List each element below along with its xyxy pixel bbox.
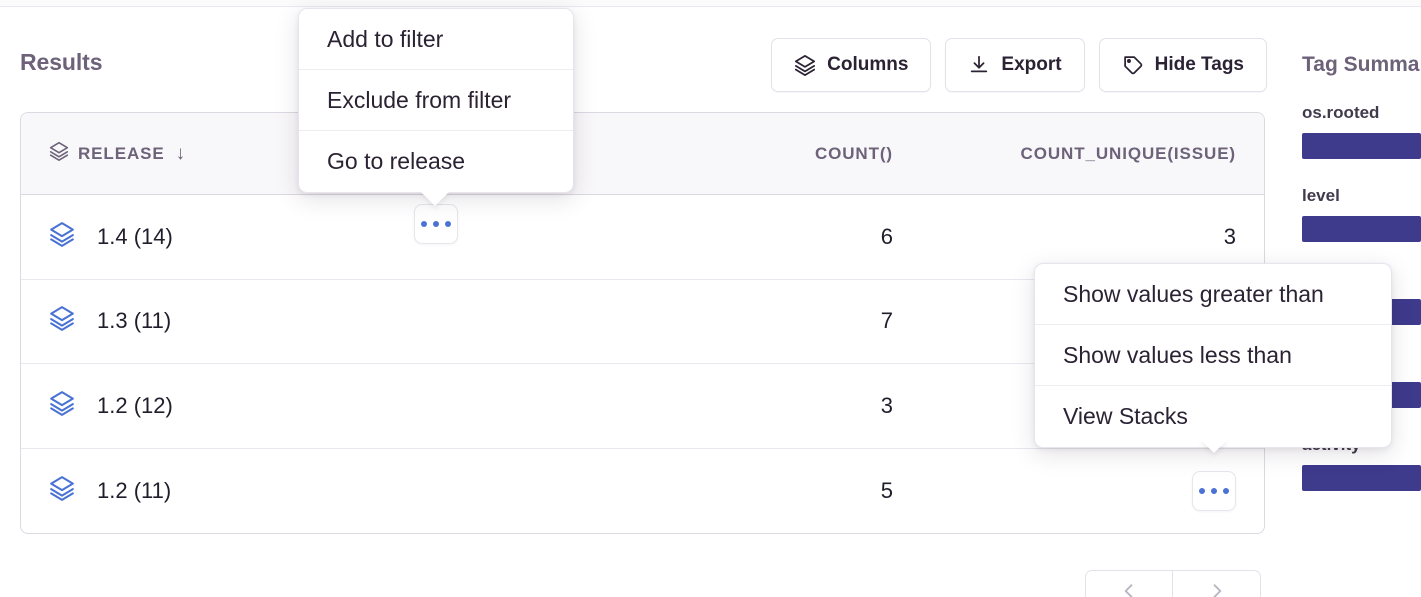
ellipsis-dot <box>1199 487 1205 494</box>
menu-item-add-to-filter[interactable]: Add to filter <box>299 9 573 70</box>
columns-button-label: Columns <box>827 54 909 75</box>
tag-summary-item[interactable]: os.rooted <box>1302 103 1421 159</box>
ellipsis-dot <box>421 221 427 227</box>
ellipsis-dot <box>433 221 439 227</box>
table-row[interactable]: 1.4 (14) 6 3 <box>21 195 1264 280</box>
ellipsis-dot <box>1211 487 1217 494</box>
top-divider <box>0 0 1421 7</box>
cell-release: 1.2 (12) <box>21 390 581 422</box>
ellipsis-dot <box>445 221 451 227</box>
column-header-count-unique-label: COUNT_UNIQUE(ISSUE) <box>1020 143 1236 163</box>
tag-icon <box>1122 54 1144 76</box>
columns-button[interactable]: Columns <box>771 38 932 92</box>
results-toolbar: Columns Export <box>771 38 1267 92</box>
export-button[interactable]: Export <box>945 38 1085 92</box>
cell-release: 1.4 (14) <box>21 221 581 253</box>
tag-summary-label: os.rooted <box>1302 103 1380 122</box>
tag-summary-bar <box>1302 216 1421 242</box>
row-actions-ellipsis-button[interactable] <box>1192 470 1236 511</box>
pagination-prev-button[interactable] <box>1085 570 1173 597</box>
menu-item-exclude-from-filter[interactable]: Exclude from filter <box>299 70 573 131</box>
column-header-count[interactable]: COUNT() <box>581 144 921 164</box>
pagination <box>1085 570 1261 597</box>
cell-release-value: 1.3 (11) <box>97 308 172 334</box>
hide-tags-button[interactable]: Hide Tags <box>1098 38 1267 92</box>
tag-summary-label: level <box>1302 186 1340 205</box>
hide-tags-button-label: Hide Tags <box>1154 54 1244 75</box>
sort-desc-icon: ↓ <box>175 142 186 164</box>
column-header-count-label: COUNT() <box>814 143 893 163</box>
table-row[interactable]: 1.2 (12) 3 <box>21 364 1264 449</box>
cell-release-value: 1.2 (11) <box>97 477 172 503</box>
export-button-label: Export <box>1001 54 1062 75</box>
tag-summary-item[interactable]: level <box>1302 186 1421 242</box>
table-header-row: RELEASE ↓ COUNT() COUNT_UNIQUE(ISSUE) <box>21 113 1264 195</box>
value-context-menu: Show values greater than Show values les… <box>1034 263 1392 448</box>
cell-release: 1.2 (11) <box>21 475 581 507</box>
release-context-menu: Add to filter Exclude from filter Go to … <box>298 8 574 193</box>
release-menu-caret <box>421 192 449 206</box>
layers-icon <box>49 390 75 422</box>
layers-icon <box>794 54 816 76</box>
cell-release: 1.3 (11) <box>21 305 581 337</box>
layers-icon <box>49 221 75 253</box>
column-header-release[interactable]: RELEASE ↓ <box>21 141 581 166</box>
download-icon <box>968 54 990 76</box>
pagination-next-button[interactable] <box>1173 570 1261 597</box>
column-header-count-unique[interactable]: COUNT_UNIQUE(ISSUE) <box>921 144 1264 164</box>
cell-release-value: 1.4 (14) <box>97 223 173 249</box>
table-row[interactable]: 1.3 (11) 7 <box>21 280 1264 364</box>
tag-summary-bar <box>1302 133 1421 159</box>
menu-item-go-to-release[interactable]: Go to release <box>327 148 466 174</box>
layers-icon <box>49 475 75 507</box>
cell-count: 7 <box>880 308 893 334</box>
chevron-right-icon <box>1207 581 1227 597</box>
cell-count: 6 <box>880 223 893 249</box>
layers-icon <box>49 305 75 337</box>
menu-item-view-stacks[interactable]: View Stacks <box>1063 403 1188 429</box>
layers-icon <box>49 141 69 166</box>
cell-count: 3 <box>880 392 893 418</box>
page-title: Results <box>20 49 103 75</box>
column-header-release-label: RELEASE <box>78 143 165 163</box>
tag-summary-title: Tag Summary <box>1302 53 1421 76</box>
menu-item-show-values-less-than[interactable]: Show values less than <box>1035 325 1391 386</box>
menu-item-show-values-greater-than[interactable]: Show values greater than <box>1035 264 1391 325</box>
tag-summary-bar <box>1302 465 1421 491</box>
cell-count-unique: 3 <box>1223 223 1236 249</box>
row-actions-ellipsis-button[interactable] <box>414 204 458 244</box>
value-menu-caret <box>1200 439 1228 453</box>
cell-count: 5 <box>880 477 893 503</box>
chevron-left-icon <box>1119 581 1139 597</box>
ellipsis-dot <box>1223 487 1229 494</box>
table-row[interactable]: 1.2 (11) 5 3 <box>21 449 1264 534</box>
cell-release-value: 1.2 (12) <box>97 392 173 418</box>
